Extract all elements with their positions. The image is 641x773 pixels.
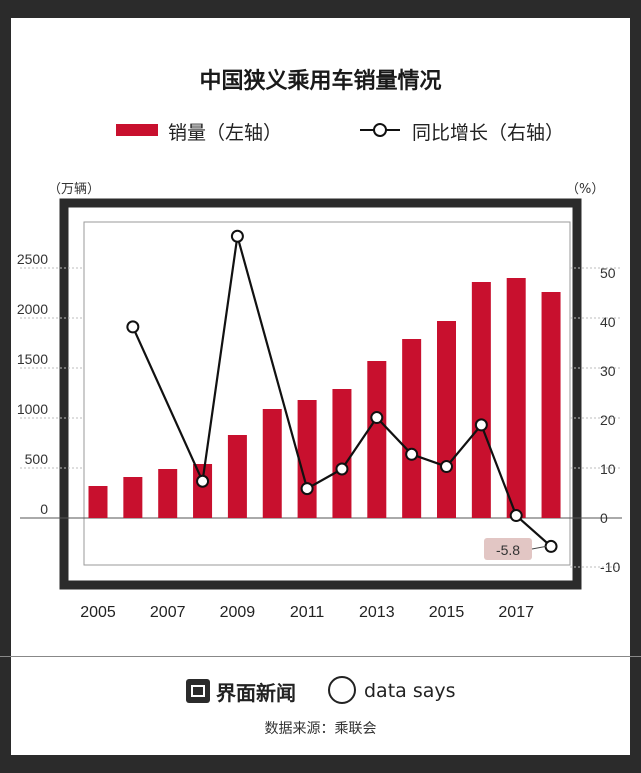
left-tick-label: 2500: [17, 251, 48, 267]
left-axis-unit: （万辆）: [48, 182, 101, 197]
chart-title: 中国狭义乘用车销量情况: [199, 69, 442, 94]
growth-point: [509, 509, 523, 523]
data-source: 数据来源：乘联会: [264, 721, 377, 737]
bar: [402, 339, 422, 518]
left-tick-label: 500: [25, 451, 49, 467]
bar: [471, 282, 491, 518]
x-tick-label: 2005: [80, 604, 116, 621]
bar: [227, 435, 247, 518]
growth-point: [126, 320, 140, 334]
growth-point: [230, 229, 244, 243]
growth-point: [405, 447, 419, 461]
datasays-logo-text: data says: [364, 680, 456, 702]
right-tick-label: 20: [600, 412, 616, 428]
bar: [541, 292, 561, 518]
bar: [297, 400, 317, 518]
growth-point: [196, 474, 210, 488]
annotation-leader: [531, 545, 547, 550]
legend-line-marker: [373, 123, 387, 137]
left-tick-label: 1500: [17, 351, 48, 367]
right-tick-label: 30: [600, 363, 616, 379]
plot-inner-box: [83, 221, 571, 566]
right-tick-label: 50: [600, 265, 616, 281]
x-tick-label: 2015: [429, 604, 465, 621]
x-tick-label: 2007: [150, 604, 186, 621]
jiemian-logo-text: 界面新闻: [216, 681, 296, 705]
growth-point: [544, 539, 558, 553]
bar: [506, 278, 526, 518]
bar: [332, 389, 352, 518]
bar: [193, 464, 213, 518]
growth-point: [440, 460, 453, 474]
left-tick-label: 2000: [17, 301, 48, 317]
legend-bar-label: 销量（左轴）: [168, 122, 283, 144]
right-tick-label: 40: [600, 314, 616, 330]
x-tick-label: 2017: [498, 604, 534, 621]
x-tick-label: 2009: [220, 604, 256, 621]
right-axis-unit: （%）: [566, 182, 605, 197]
left-tick-label: 1000: [17, 401, 48, 417]
growth-point: [370, 411, 384, 425]
annotation-label: -5.8: [496, 542, 520, 558]
plot-outer-frame: [59, 198, 582, 590]
left-tick-label: 0: [40, 501, 48, 517]
x-tick-label: 2011: [290, 604, 325, 621]
right-tick-label: 0: [600, 510, 608, 526]
jiemian-logo-icon: [186, 679, 210, 703]
datasays-logo-icon: [328, 676, 356, 704]
growth-point: [474, 418, 488, 432]
x-tick-label: 2013: [359, 604, 395, 621]
legend-bar-swatch: [116, 124, 158, 136]
bar: [367, 361, 387, 518]
footer-divider: [0, 656, 641, 657]
bar: [123, 477, 143, 518]
right-tick-label: -10: [600, 559, 620, 575]
bar: [262, 409, 282, 518]
bar: [158, 469, 178, 518]
growth-point: [300, 482, 314, 496]
legend-line-label: 同比增长（右轴）: [412, 122, 565, 144]
bar: [88, 486, 108, 518]
bar: [437, 321, 456, 518]
chart-canvas: 0 500 1000 1500 2000 2500 -10 0 10 20 30 40 50 -5.8 20…: [17, 198, 622, 621]
annotation-box: [484, 538, 532, 560]
growth-point: [335, 462, 349, 476]
right-tick-label: 10: [600, 461, 616, 477]
